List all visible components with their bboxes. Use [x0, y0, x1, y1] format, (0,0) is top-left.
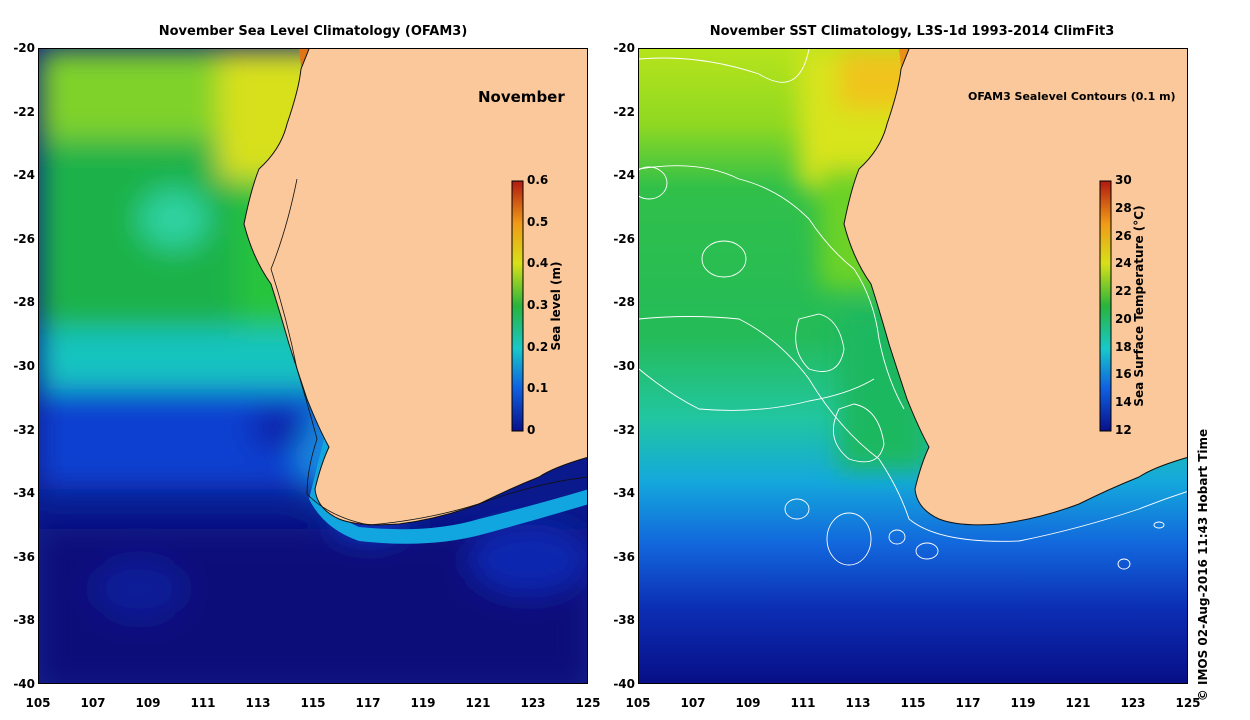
lon-tick-label: 115: [300, 696, 326, 710]
lon-tick-label: 125: [575, 696, 601, 710]
contours-label: OFAM3 Sealevel Contours (0.1 m): [968, 90, 1176, 103]
colorbar-tick-label: 0.3: [527, 298, 549, 312]
sea-level-colorbar-label: Sea level (m): [549, 261, 563, 351]
lon-tick-label: 121: [1065, 696, 1091, 710]
lon-tick-label: 105: [25, 696, 51, 710]
lat-tick-label: -36: [13, 549, 35, 564]
lat-tick-label: -22: [613, 104, 635, 119]
lon-tick-label: 117: [955, 696, 981, 710]
colorbar-tick-label: 30: [1115, 173, 1132, 187]
lon-tick-label: 119: [1010, 696, 1036, 710]
colorbar-tick-label: 28: [1115, 200, 1132, 215]
lon-tick-label: 105: [625, 696, 651, 710]
lon-tick-label: 123: [1120, 696, 1146, 710]
lon-tick-label: 117: [355, 696, 381, 710]
colorbar-tick-label: 16: [1115, 367, 1132, 382]
lat-tick-label: -22: [13, 104, 35, 119]
sst-colorbar-label: Sea Surface Temperature (°C): [1132, 205, 1146, 407]
colorbar-tick-label: 0: [527, 423, 536, 437]
lat-tick-label: -20: [613, 41, 635, 55]
coastline: [843, 49, 1187, 526]
lat-tick-label: -24: [613, 168, 635, 183]
lat-tick-label: -32: [13, 422, 35, 437]
colorbar-tick-label: 0.6: [527, 173, 549, 187]
colorbar-tick-label: 22: [1115, 284, 1132, 299]
lat-tick-label: -26: [613, 231, 635, 246]
sst-map[interactable]: [638, 48, 1188, 684]
shelf-contour: [270, 178, 587, 526]
lat-tick-label: -38: [13, 613, 35, 628]
lat-tick-label: -40: [613, 677, 635, 691]
sst-colorbar: [1099, 180, 1112, 432]
lat-tick-label: -38: [613, 613, 635, 628]
colorbar-tick-label: 20: [1115, 311, 1132, 326]
lat-tick-label: -30: [13, 359, 35, 373]
lat-tick-label: -20: [13, 41, 35, 55]
colorbar-tick-label: 12: [1115, 423, 1132, 437]
colorbar-tick-label: 24: [1115, 256, 1132, 271]
sea-level-colorbar: [511, 180, 524, 432]
lat-tick-label: -28: [613, 295, 635, 310]
lon-tick-label: 113: [845, 696, 871, 710]
lon-tick-label: 113: [245, 696, 271, 710]
lat-tick-label: -28: [13, 295, 35, 310]
colorbar-tick-label: 0.1: [527, 381, 549, 396]
lon-tick-label: 107: [680, 696, 706, 710]
lon-tick-label: 115: [900, 696, 926, 710]
lat-tick-label: -24: [13, 168, 35, 183]
right-panel-title: November SST Climatology, L3S-1d 1993-20…: [709, 24, 1115, 39]
colorbar-tick-label: 0.4: [527, 256, 549, 271]
lat-tick-label: -32: [613, 422, 635, 437]
lat-tick-label: -26: [13, 231, 35, 246]
lon-tick-label: 109: [135, 696, 161, 710]
lon-tick-label: 111: [190, 696, 216, 710]
credit-line: © IMOS 02-Aug-2016 11:43 Hobart Time: [1196, 428, 1210, 702]
left-panel-title: November Sea Level Climatology (OFAM3): [158, 24, 468, 39]
lat-tick-label: -40: [13, 677, 35, 691]
colorbar-tick-label: 0.2: [527, 339, 549, 354]
sea-level-contours: [639, 49, 1187, 570]
colorbar-tick-label: 18: [1115, 339, 1132, 354]
lat-tick-label: -34: [13, 486, 35, 501]
sea-level-map[interactable]: [38, 48, 588, 684]
lat-tick-label: -30: [613, 359, 635, 373]
lon-tick-label: 119: [410, 696, 436, 710]
lat-tick-label: -34: [613, 486, 635, 501]
lon-tick-label: 123: [520, 696, 546, 710]
lat-tick-label: -36: [613, 549, 635, 564]
lon-tick-label: 121: [465, 696, 491, 710]
colorbar-tick-label: 0.5: [527, 214, 549, 229]
lon-tick-label: 107: [80, 696, 106, 710]
colorbar-tick-label: 26: [1115, 228, 1132, 243]
colorbar-tick-label: 14: [1115, 395, 1132, 410]
land-mass: [244, 49, 587, 525]
lon-tick-label: 111: [790, 696, 816, 710]
month-label: November: [478, 88, 565, 106]
lon-tick-label: 109: [735, 696, 761, 710]
lon-tick-label: 125: [1175, 696, 1201, 710]
